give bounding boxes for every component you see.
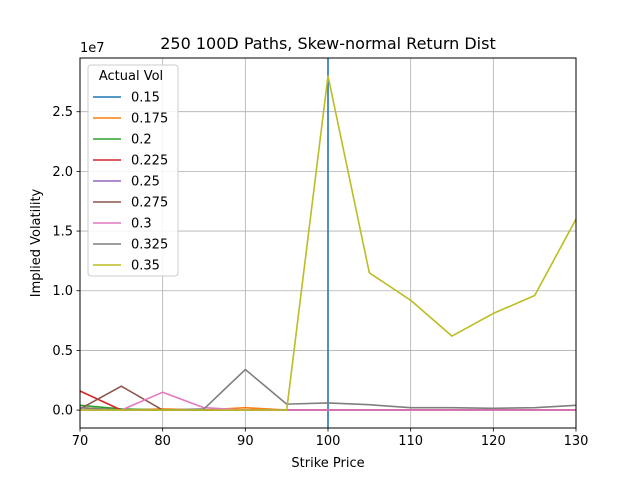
- x-tick-label: 90: [237, 434, 254, 449]
- legend-label: 0.275: [131, 196, 168, 211]
- y-tick-label: 2.0: [52, 165, 73, 180]
- y-tick-label: 0.0: [52, 404, 73, 419]
- y-tick-label: 1.5: [52, 225, 73, 240]
- y-tick-label: 0.5: [52, 344, 73, 359]
- legend-label: 0.325: [131, 238, 168, 253]
- x-tick-label: 110: [398, 434, 423, 449]
- legend-label: 0.3: [131, 217, 152, 232]
- legend: Actual Vol 0.15 0.175 0.2 0.225 0.25 0.275 0.3 0…: [87, 64, 179, 277]
- x-tick-label: 130: [564, 434, 589, 449]
- legend-label: 0.15: [131, 91, 160, 106]
- legend-label: 0.175: [131, 112, 168, 127]
- x-tick-label: 120: [481, 434, 506, 449]
- legend-label: 0.25: [131, 175, 160, 190]
- legend-label: 0.2: [131, 133, 152, 148]
- y-tick-label: 2.5: [52, 105, 73, 120]
- series-group: [79, 58, 577, 428]
- chart-title: 250 100D Paths, Skew-normal Return Dist: [160, 34, 495, 53]
- series-line-0.3: [80, 391, 576, 411]
- x-tick-label: 100: [316, 434, 341, 449]
- axes: 70 80 90 100 110 120 130 0.0 0.5 1.0 1.5 2.0 2.5: [52, 105, 588, 449]
- x-tick-label: 70: [72, 434, 89, 449]
- legend-label: 0.35: [131, 259, 160, 274]
- y-tick-label: 1.0: [52, 284, 73, 299]
- y-axis-label: Implied Volatility: [29, 188, 44, 297]
- legend-title: Actual Vol: [99, 69, 163, 84]
- y-offset-label: 1e7: [80, 41, 105, 56]
- x-axis-label: Strike Price: [291, 456, 364, 471]
- legend-label: 0.225: [131, 154, 168, 169]
- x-tick-label: 80: [154, 434, 171, 449]
- series-line-0.35: [80, 75, 577, 411]
